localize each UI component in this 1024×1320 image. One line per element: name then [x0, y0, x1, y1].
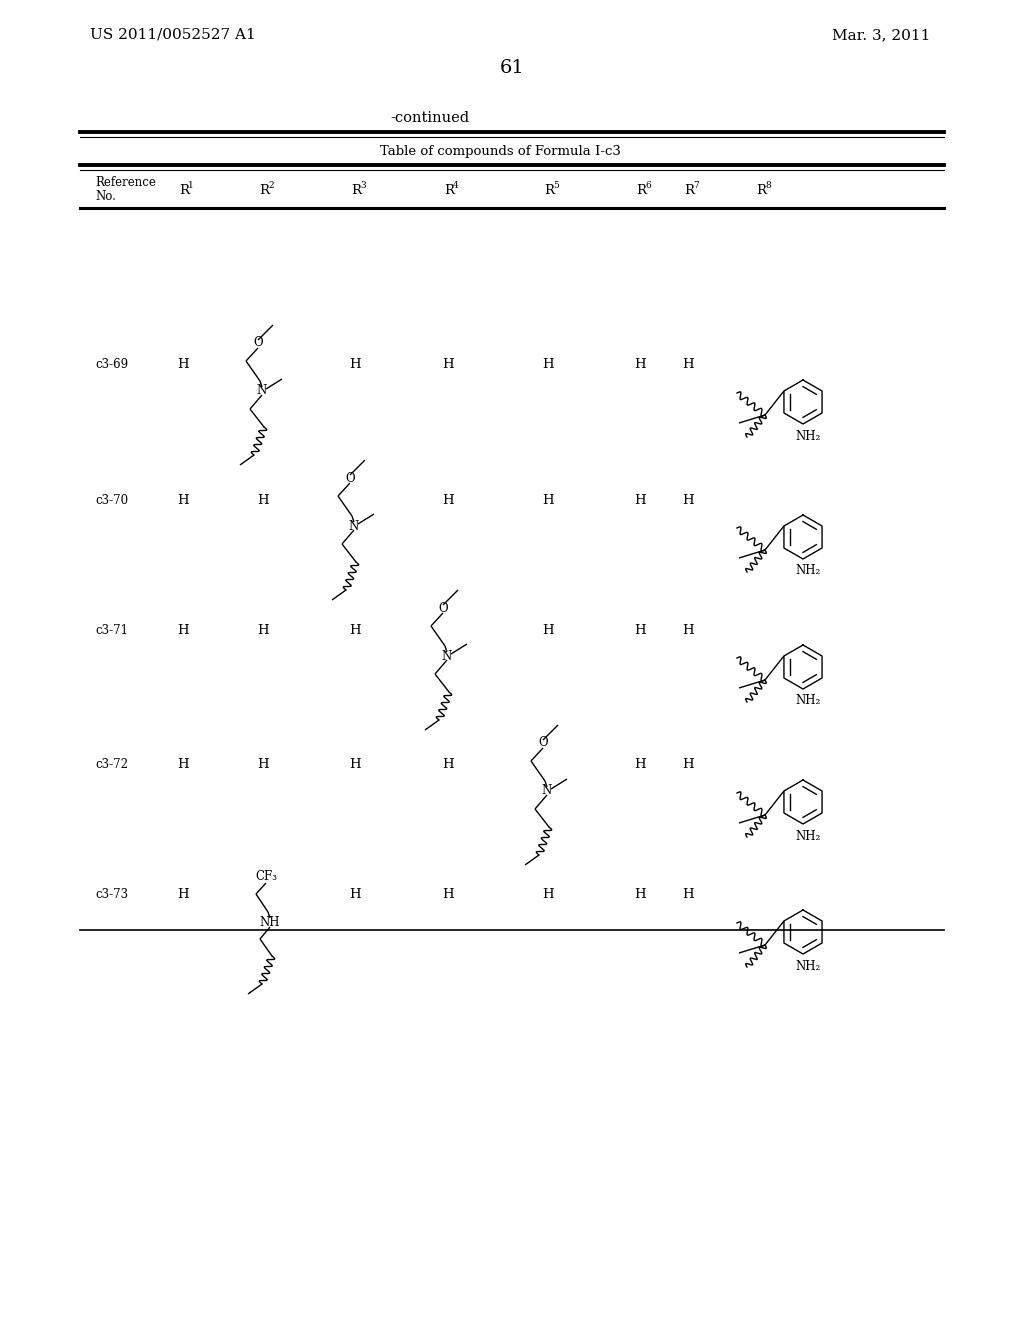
- Text: NH₂: NH₂: [796, 829, 820, 842]
- Text: H: H: [177, 623, 188, 636]
- Text: H: H: [349, 759, 360, 771]
- Text: R: R: [259, 183, 269, 197]
- Text: N: N: [349, 520, 359, 532]
- Text: H: H: [442, 494, 454, 507]
- Text: H: H: [682, 494, 694, 507]
- Text: N: N: [257, 384, 267, 397]
- Text: O: O: [438, 602, 447, 615]
- Text: H: H: [177, 888, 188, 902]
- Text: H: H: [442, 359, 454, 371]
- Text: O: O: [345, 471, 354, 484]
- Text: NH₂: NH₂: [796, 565, 820, 578]
- Text: N: N: [442, 649, 453, 663]
- Text: -continued: -continued: [390, 111, 470, 125]
- Text: c3-69: c3-69: [95, 359, 128, 371]
- Text: H: H: [542, 623, 554, 636]
- Text: NH: NH: [260, 916, 281, 928]
- Text: H: H: [634, 623, 646, 636]
- Text: H: H: [177, 359, 188, 371]
- Text: H: H: [257, 759, 269, 771]
- Text: NH₂: NH₂: [796, 694, 820, 708]
- Text: H: H: [442, 888, 454, 902]
- Text: H: H: [634, 359, 646, 371]
- Text: H: H: [634, 494, 646, 507]
- Text: R: R: [684, 183, 694, 197]
- Text: H: H: [682, 359, 694, 371]
- Text: N: N: [542, 784, 552, 797]
- Text: R: R: [544, 183, 554, 197]
- Text: O: O: [539, 737, 548, 750]
- Text: H: H: [349, 888, 360, 902]
- Text: H: H: [634, 888, 646, 902]
- Text: H: H: [542, 359, 554, 371]
- Text: 61: 61: [500, 59, 524, 77]
- Text: H: H: [349, 623, 360, 636]
- Text: c3-72: c3-72: [95, 759, 128, 771]
- Text: 7: 7: [693, 181, 698, 190]
- Text: 6: 6: [645, 181, 650, 190]
- Text: 8: 8: [765, 181, 771, 190]
- Text: NH₂: NH₂: [796, 429, 820, 442]
- Text: O: O: [253, 337, 263, 350]
- Text: c3-71: c3-71: [95, 623, 128, 636]
- Text: H: H: [177, 494, 188, 507]
- Text: R: R: [636, 183, 646, 197]
- Text: H: H: [682, 623, 694, 636]
- Text: 2: 2: [268, 181, 273, 190]
- Text: c3-73: c3-73: [95, 888, 128, 902]
- Text: R: R: [179, 183, 189, 197]
- Text: H: H: [542, 494, 554, 507]
- Text: H: H: [682, 888, 694, 902]
- Text: 3: 3: [360, 181, 366, 190]
- Text: CF₃: CF₃: [255, 870, 278, 883]
- Text: c3-70: c3-70: [95, 494, 128, 507]
- Text: NH₂: NH₂: [796, 960, 820, 973]
- Text: Table of compounds of Formula I-c3: Table of compounds of Formula I-c3: [380, 145, 621, 158]
- Text: H: H: [442, 759, 454, 771]
- Text: Mar. 3, 2011: Mar. 3, 2011: [831, 28, 930, 42]
- Text: No.: No.: [95, 190, 116, 202]
- Text: H: H: [634, 759, 646, 771]
- Text: H: H: [542, 888, 554, 902]
- Text: H: H: [257, 494, 269, 507]
- Text: 1: 1: [188, 181, 194, 190]
- Text: R: R: [351, 183, 361, 197]
- Text: R: R: [756, 183, 766, 197]
- Text: US 2011/0052527 A1: US 2011/0052527 A1: [90, 28, 256, 42]
- Text: R: R: [444, 183, 454, 197]
- Text: 5: 5: [553, 181, 559, 190]
- Text: H: H: [349, 359, 360, 371]
- Text: 4: 4: [453, 181, 459, 190]
- Text: Reference: Reference: [95, 176, 156, 189]
- Text: H: H: [682, 759, 694, 771]
- Text: H: H: [257, 623, 269, 636]
- Text: H: H: [177, 759, 188, 771]
